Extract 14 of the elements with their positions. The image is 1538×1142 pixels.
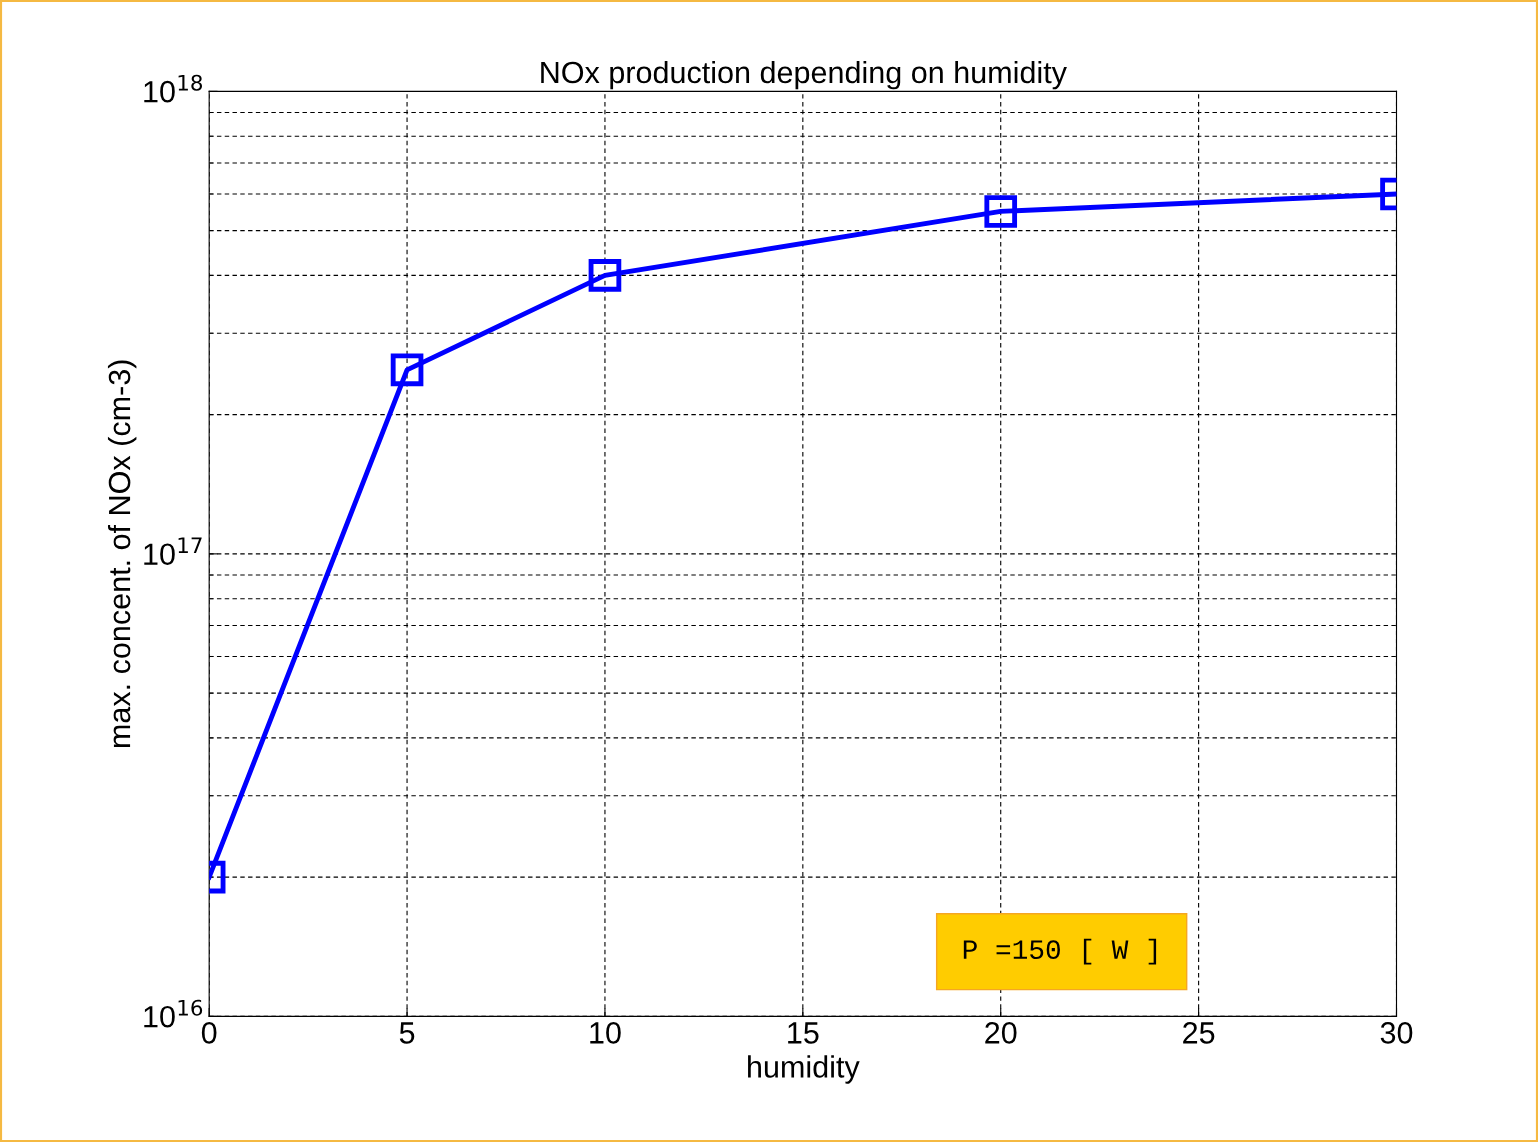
y-tick-label: 10$^{18}$: [144, 74, 203, 103]
x-tick-label: 20: [985, 1022, 1017, 1044]
x-axis-title: humidity: [748, 1055, 860, 1084]
x-tick-label: 10: [590, 1022, 621, 1044]
y-tick-label: 10$^{16}$: [144, 999, 203, 1028]
x-tick-label: 5: [399, 1022, 415, 1044]
x-tick-label: 0: [201, 1022, 217, 1044]
x-tick-label: 25: [1183, 1022, 1215, 1044]
x-tick-label: 30: [1380, 1022, 1413, 1044]
annotation: P =150 [ W ]: [963, 938, 1157, 965]
chart-title: NOx production depending on humidity: [541, 60, 1067, 90]
y-tick-label: 10$^{17}$: [144, 537, 202, 566]
y-axis-title: max. concent. of NOx (cm-3): [107, 360, 137, 748]
x-tick-label: 15: [788, 1022, 819, 1044]
